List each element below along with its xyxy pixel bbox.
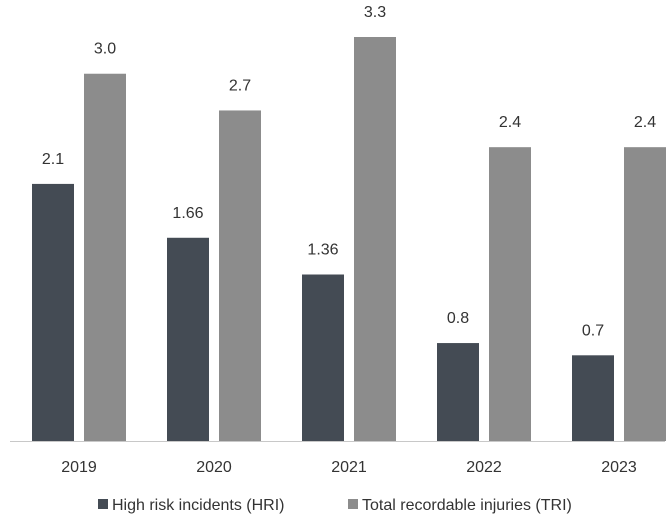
- bars-layer: [32, 37, 666, 441]
- legend-item-hri: High risk incidents (HRI): [98, 497, 284, 514]
- x-tick-label-2023: 2023: [601, 459, 637, 476]
- legend-label-hri: High risk incidents (HRI): [112, 497, 284, 514]
- bar-tri-2020: [219, 110, 261, 441]
- data-label-hri-2022: 0.8: [447, 310, 469, 327]
- bar-tri-2021: [354, 37, 396, 441]
- data-label-hri-2021: 1.36: [307, 242, 338, 259]
- x-tick-label-2019: 2019: [61, 459, 97, 476]
- data-label-hri-2023: 0.7: [582, 322, 604, 339]
- bar-hri-2021: [302, 275, 344, 441]
- legend-swatch-tri: [348, 499, 358, 509]
- x-tick-label-2020: 2020: [196, 459, 232, 476]
- bar-hri-2020: [167, 238, 209, 441]
- x-tick-label-2021: 2021: [331, 459, 367, 476]
- x-tick-label-2022: 2022: [466, 459, 502, 476]
- bar-tri-2019: [84, 74, 126, 441]
- bar-tri-2023: [624, 147, 666, 441]
- bar-hri-2019: [32, 184, 74, 441]
- bar-hri-2023: [572, 355, 614, 441]
- bar-hri-2022: [437, 343, 479, 441]
- data-label-tri-2020: 2.7: [229, 77, 251, 94]
- legend-item-tri: Total recordable injuries (TRI): [348, 497, 572, 514]
- data-label-hri-2019: 2.1: [42, 151, 64, 168]
- data-label-hri-2020: 1.66: [172, 205, 203, 222]
- value-labels-layer: 2.1 3.0 1.66 2.7 1.36 3.3 0.8 2.4 0.7 2.4: [42, 4, 656, 339]
- legend-label-tri: Total recordable injuries (TRI): [362, 497, 572, 514]
- legend-swatch-hri: [98, 499, 108, 509]
- data-label-tri-2022: 2.4: [499, 114, 521, 131]
- data-label-tri-2021: 3.3: [364, 4, 386, 21]
- legend: High risk incidents (HRI) Total recordab…: [98, 497, 572, 514]
- bar-tri-2022: [489, 147, 531, 441]
- x-tick-labels: 2019 2020 2021 2022 2023: [61, 459, 637, 476]
- data-label-tri-2019: 3.0: [94, 41, 116, 58]
- data-label-tri-2023: 2.4: [634, 114, 656, 131]
